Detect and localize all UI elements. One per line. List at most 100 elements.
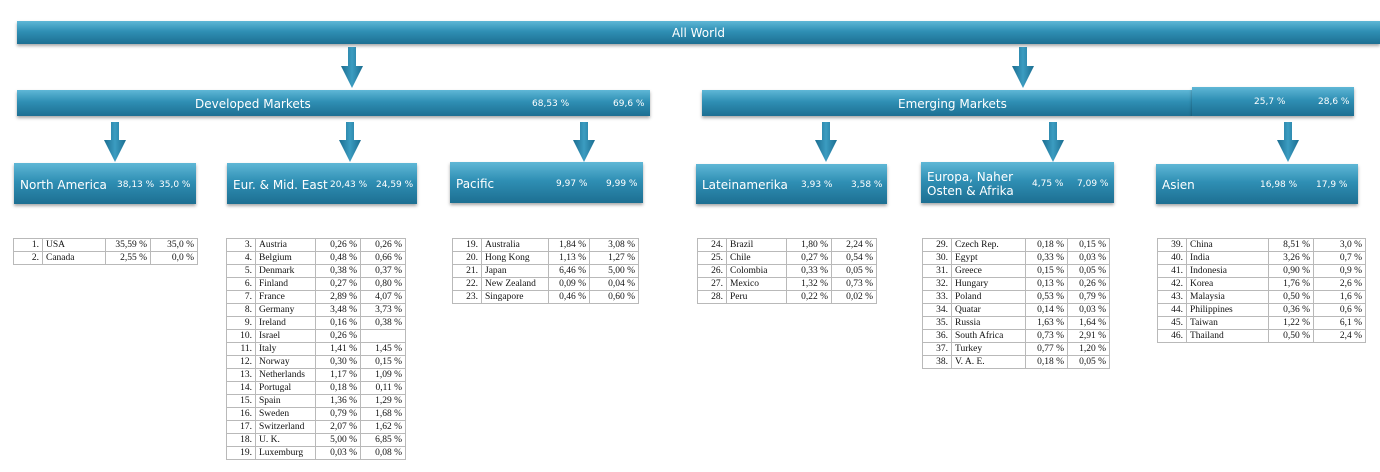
region-eur-mid-east: Eur. & Mid. East 20,43 % 24,59 %: [227, 163, 417, 204]
country-value-1: 1,80 %: [786, 238, 832, 252]
country-value-1: 0,18 %: [315, 381, 361, 395]
country-name: Norway: [255, 355, 316, 369]
emerging-markets-pct-1: 25,7 %: [1254, 97, 1286, 107]
country-value-1: 1,76 %: [1268, 277, 1314, 291]
country-value-2: 0,15 %: [360, 355, 406, 369]
country-value-1: 1,22 %: [1268, 316, 1314, 330]
country-rank: 38.: [922, 355, 952, 369]
country-value-2: 2,4 %: [1313, 329, 1366, 343]
country-value-1: 1,36 %: [315, 394, 361, 408]
arrow-down-icon: [104, 122, 126, 162]
table-row: 18. U. K. 5,00 % 6,85 %: [226, 433, 406, 447]
country-value-2: 0,15 %: [1067, 238, 1110, 252]
country-value-2: 1,6 %: [1313, 290, 1366, 304]
country-rank: 41.: [1157, 264, 1187, 278]
country-name: U. K.: [255, 433, 316, 447]
country-name: Canada: [42, 251, 106, 265]
country-value-1: 8,51 %: [1268, 238, 1314, 252]
country-rank: 31.: [922, 264, 952, 278]
country-value-2: 2,91 %: [1067, 329, 1110, 343]
region-pct-1: 9,97 %: [556, 179, 588, 189]
country-name: Singapore: [481, 290, 549, 304]
country-rank: 29.: [922, 238, 952, 252]
emerging-markets-pct-2: 28,6 %: [1318, 97, 1350, 107]
arrow-down-icon: [341, 47, 363, 88]
country-name: Italy: [255, 342, 316, 356]
country-table-lateinamerika: 24. Brazil 1,80 % 2,24 % 25. Chile 0,27 % 0,54 …: [697, 238, 877, 304]
table-row: 8. Germany 3,48 % 3,73 %: [226, 303, 406, 317]
country-name: Thailand: [1186, 329, 1269, 343]
table-row: 17. Switzerland 2,07 % 1,62 %: [226, 420, 406, 434]
country-table-asien: 39. China 8,51 % 3,0 % 40. India 3,26 % 0,7 % 41…: [1157, 238, 1366, 343]
table-row: 23. Singapore 0,46 % 0,60 %: [452, 290, 639, 304]
country-rank: 46.: [1157, 329, 1187, 343]
country-value-1: 0,36 %: [1268, 303, 1314, 317]
country-value-1: 0,27 %: [786, 251, 832, 265]
table-row: 19. Luxemburg 0,03 % 0,08 %: [226, 446, 406, 460]
country-rank: 20.: [452, 251, 482, 265]
region-asien: Asien 16,98 % 17,9 %: [1156, 164, 1358, 204]
country-rank: 1.: [13, 238, 43, 252]
country-value-1: 1,41 %: [315, 342, 361, 356]
table-row: 30. Egypt 0,33 % 0,03 %: [922, 251, 1110, 265]
table-row: 24. Brazil 1,80 % 2,24 %: [697, 238, 877, 252]
country-rank: 25.: [697, 251, 727, 265]
country-value-1: 0,46 %: [548, 290, 590, 304]
region-title: Europa, Naher Osten & Afrika: [927, 170, 1014, 198]
country-rank: 12.: [226, 355, 256, 369]
country-value-1: 2,89 %: [315, 290, 361, 304]
country-name: Quatar: [951, 303, 1026, 317]
country-table-europa-naher-osten-afrika: 29. Czech Rep. 0,18 % 0,15 % 30. Egypt 0,33 % 0…: [922, 238, 1110, 369]
table-row: 9. Ireland 0,16 % 0,38 %: [226, 316, 406, 330]
region-pct-2: 3,58 %: [851, 180, 883, 190]
table-row: 21. Japan 6,46 % 5,00 %: [452, 264, 639, 278]
country-value-1: 0,27 %: [315, 277, 361, 291]
country-rank: 44.: [1157, 303, 1187, 317]
country-rank: 9.: [226, 316, 256, 330]
country-value-1: 0,26 %: [315, 238, 361, 252]
country-value-1: 1,32 %: [786, 277, 832, 291]
country-table-north-america: 1. USA 35,59 % 35,0 % 2. Canada 2,55 % 0,0 %: [13, 238, 198, 265]
table-row: 14. Portugal 0,18 % 0,11 %: [226, 381, 406, 395]
country-rank: 17.: [226, 420, 256, 434]
country-rank: 2.: [13, 251, 43, 265]
region-title: North America: [20, 178, 107, 192]
country-name: Spain: [255, 394, 316, 408]
country-value-2: 2,24 %: [831, 238, 877, 252]
region-title: Eur. & Mid. East: [233, 178, 328, 192]
country-rank: 40.: [1157, 251, 1187, 265]
country-name: Finland: [255, 277, 316, 291]
arrow-down-icon: [1277, 122, 1299, 162]
country-name: Russia: [951, 316, 1026, 330]
country-name: Korea: [1186, 277, 1269, 291]
table-row: 33. Poland 0,53 % 0,79 %: [922, 290, 1110, 304]
country-value-2: 3,08 %: [589, 238, 639, 252]
all-world-title: All World: [671, 26, 726, 40]
region-title: Pacific: [456, 177, 495, 191]
country-name: New Zealand: [481, 277, 549, 291]
table-row: 36. South Africa 0,73 % 2,91 %: [922, 329, 1110, 343]
country-rank: 36.: [922, 329, 952, 343]
country-rank: 24.: [697, 238, 727, 252]
country-value-2: 0,6 %: [1313, 303, 1366, 317]
table-row: 28. Peru 0,22 % 0,02 %: [697, 290, 877, 304]
country-name: Greece: [951, 264, 1026, 278]
country-value-1: 0,09 %: [548, 277, 590, 291]
country-value-2: 0,08 %: [360, 446, 406, 460]
country-value-1: 0,18 %: [1025, 355, 1068, 369]
table-row: 32. Hungary 0,13 % 0,26 %: [922, 277, 1110, 291]
country-value-2: 0,02 %: [831, 290, 877, 304]
table-row: 22. New Zealand 0,09 % 0,04 %: [452, 277, 639, 291]
table-row: 7. France 2,89 % 4,07 %: [226, 290, 406, 304]
table-row: 19. Australia 1,84 % 3,08 %: [452, 238, 639, 252]
country-value-2: [360, 329, 406, 343]
country-value-2: 0,54 %: [831, 251, 877, 265]
country-value-1: 0,26 %: [315, 329, 361, 343]
region-pct-1: 38,13 %: [117, 180, 155, 190]
country-rank: 19.: [452, 238, 482, 252]
arrow-down-icon: [815, 122, 837, 162]
table-row: 34. Quatar 0,14 % 0,03 %: [922, 303, 1110, 317]
country-value-1: 0,03 %: [315, 446, 361, 460]
country-name: Belgium: [255, 251, 316, 265]
country-value-1: 0,53 %: [1025, 290, 1068, 304]
